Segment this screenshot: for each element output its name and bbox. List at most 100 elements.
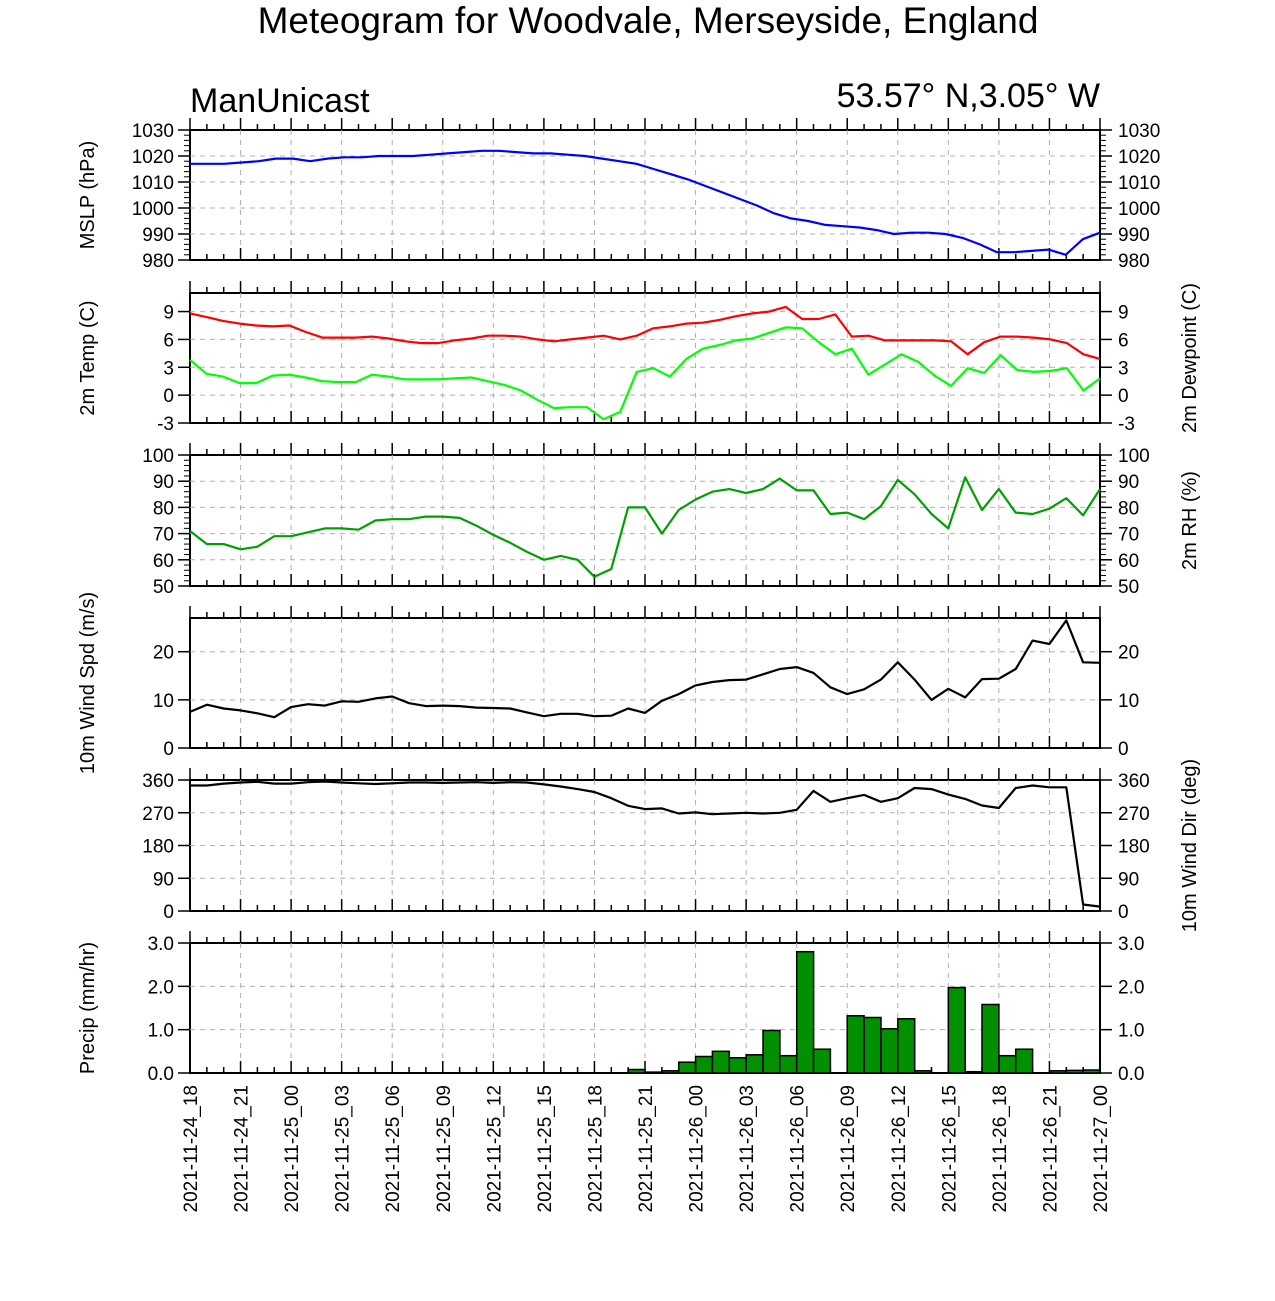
precip-bar [846,1015,865,1074]
model-name: ManUnicast [190,82,370,120]
precip-bar [1014,1048,1034,1074]
y-tick-label-right: -3 [1118,414,1135,435]
y-tick-label-right: 0 [1118,902,1129,923]
x-tick-label: 2021-11-26_12 [889,1085,910,1212]
y-tick-label-right: 0 [1118,739,1129,760]
precip-bar [880,1028,899,1074]
x-tick-label: 2021-11-26_18 [990,1085,1011,1212]
precip-bar [964,1070,983,1074]
y-tick-label: 1030 [132,121,174,142]
y-tick-label-right: 100 [1118,446,1150,467]
precip-bar [812,1048,832,1074]
y-tick-label-right: 980 [1118,251,1150,272]
y-tick-label: 1000 [132,199,174,220]
series-line-0 [189,305,1101,360]
series-line-0 [189,619,1101,719]
panel-4: 0 0 90 90 180 180 270 270 360 360 10m Wind Dir (de… [142,759,1201,932]
y-tick-label: 100 [142,446,174,467]
precip-bar [677,1061,697,1074]
y-tick-label-right: 1.0 [1118,1021,1144,1042]
y-tick-label: 1010 [132,173,174,194]
precip-bar [947,986,966,1074]
x-tick-label: 2021-11-25_09 [434,1085,455,1212]
y-tick-label-right: 1020 [1118,147,1160,168]
y-tick-label: 180 [142,837,174,858]
series-line-0 [189,476,1101,578]
y-tick-label-right: 0.0 [1118,1064,1144,1085]
y-tick-label: 0.0 [148,1064,174,1085]
x-tick-label: 2021-11-27_00 [1091,1085,1112,1212]
precip-bar [745,1054,764,1074]
y-tick-label: -3 [157,414,174,435]
y-tick-label-right: 3.0 [1118,934,1144,955]
y-tick-label: 20 [153,643,174,664]
y-tick-label-right: 180 [1118,837,1150,858]
y-tick-label-right: 2.0 [1118,977,1144,998]
y-tick-label: 2.0 [148,977,174,998]
y-tick-label-right: 20 [1118,643,1139,664]
y-tick-label: 70 [153,525,174,546]
x-tick-label: 2021-11-26_06 [788,1085,809,1212]
y-axis-title: 2m Temp (C) [77,300,99,415]
y-tick-label-right: 270 [1118,804,1150,825]
x-tick-label: 2021-11-26_03 [737,1085,758,1212]
precip-bar [694,1055,714,1074]
y-tick-label-right: 9 [1118,303,1129,324]
panel-1: -3 -3 0 0 3 3 6 6 9 9 2m Temp (C) 2m Dewpoint (C) [77,281,1201,435]
y-tick-label: 0 [163,386,174,407]
y-tick-label-right: 1010 [1118,173,1160,194]
y-tick-label-right: 360 [1118,771,1150,792]
x-tick-label: 2021-11-24_18 [181,1085,202,1212]
y-tick-label-right: 70 [1118,525,1139,546]
y-tick-label: 90 [153,869,174,890]
time-axis-labels: 2021-11-24_18 2021-11-24_21 2021-11-25_00 2… [181,1085,1112,1212]
precip-bar [897,1018,916,1074]
x-tick-label: 2021-11-25_06 [383,1085,404,1212]
precip-bar [1065,1069,1084,1074]
precip-bar [728,1057,747,1074]
x-tick-label: 2021-11-26_15 [939,1085,960,1212]
series-line-0 [190,780,1101,908]
panel-3: 0 0 10 10 20 20 10m Wind Spd (m/s) [77,592,1139,774]
y-tick-label-right: 80 [1118,498,1139,519]
x-tick-label: 2021-11-26_09 [838,1085,859,1212]
panel-5: 0.0 0.0 1.0 1.0 2.0 2.0 3.0 3.0 Precip (mm/hr) [77,931,1144,1085]
precip-bar [644,1071,663,1074]
precip-bar [1048,1070,1068,1074]
y-axis-title-right: 2m RH (%) [1179,471,1201,570]
x-tick-label: 2021-11-25_12 [484,1085,505,1212]
y-axis-title: Precip (mm/hr) [77,942,99,1074]
y-tick-label: 1.0 [148,1021,174,1042]
y-tick-label-right: 10 [1118,691,1139,712]
precip-bar [998,1054,1017,1074]
y-axis-title-right: 2m Dewpoint (C) [1179,283,1201,433]
panel-2: 50 50 60 60 70 70 80 80 90 90 100 100 2m RH (%) [142,443,1201,598]
y-tick-label: 3.0 [148,934,174,955]
precip-bar [762,1029,781,1074]
precip-bar [627,1068,646,1074]
precip-bar [795,950,815,1074]
y-tick-label: 90 [153,472,174,493]
y-tick-label: 9 [163,303,174,324]
y-tick-label: 0 [163,739,174,760]
x-tick-label: 2021-11-25_03 [333,1085,354,1212]
y-tick-label: 50 [153,577,174,598]
y-axis-title-right: 10m Wind Dir (deg) [1179,759,1201,932]
y-tick-label-right: 1000 [1118,199,1160,220]
y-tick-label: 980 [142,251,174,272]
location-coordinates: 53.57° N,3.05° W [837,77,1100,115]
precip-bar [981,1003,1000,1074]
precip-bar [661,1070,680,1074]
y-tick-label: 60 [153,551,174,572]
y-axis-title: MSLP (hPa) [77,141,99,250]
y-tick-label-right: 6 [1118,330,1129,351]
x-tick-label: 2021-11-25_00 [282,1085,303,1212]
x-tick-label: 2021-11-25_15 [535,1085,556,1212]
y-tick-label-right: 90 [1118,869,1139,890]
y-tick-label: 270 [142,804,174,825]
x-tick-label: 2021-11-26_21 [1040,1085,1061,1212]
y-tick-label-right: 3 [1118,358,1129,379]
y-tick-label: 0 [163,902,174,923]
